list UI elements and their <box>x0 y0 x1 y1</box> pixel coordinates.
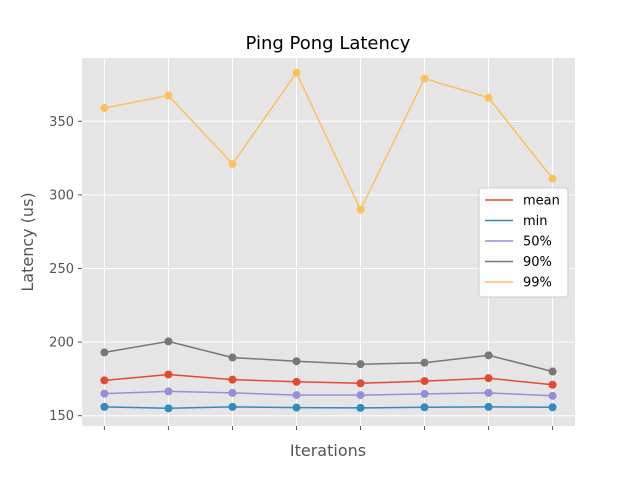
legend-label: 99% <box>523 276 552 291</box>
data-point <box>420 403 429 412</box>
data-point <box>164 404 173 413</box>
data-point <box>100 402 109 411</box>
y-tick-label: 300 <box>49 188 74 203</box>
data-point <box>100 376 109 385</box>
data-point <box>484 374 493 383</box>
legend-label: mean <box>523 194 560 209</box>
series-mean <box>100 370 557 389</box>
legend: mean min 50% 90% 99% <box>478 187 569 298</box>
data-point <box>164 370 173 379</box>
series-line <box>104 71 554 212</box>
data-point <box>292 391 301 400</box>
series-99pct <box>100 68 557 214</box>
data-point <box>228 159 237 168</box>
data-point <box>484 93 493 102</box>
data-point <box>356 205 365 214</box>
data-point <box>356 403 365 412</box>
legend-label: 90% <box>523 255 552 270</box>
series-layer <box>100 68 557 413</box>
data-point <box>356 379 365 388</box>
y-axis-label: Latency (us) <box>18 192 37 291</box>
axis-ticks: 150 200 250 300 350 <box>49 115 554 430</box>
data-point <box>548 391 557 400</box>
data-point <box>228 388 237 397</box>
data-point <box>292 68 301 77</box>
legend-label: 50% <box>523 235 552 250</box>
data-point <box>356 360 365 369</box>
series-min <box>100 402 557 413</box>
data-point <box>356 391 365 400</box>
data-point <box>164 387 173 396</box>
series-line <box>104 406 553 410</box>
x-axis-label: Iterations <box>290 441 366 460</box>
chart-title: Ping Pong Latency <box>246 33 411 54</box>
data-point <box>420 74 429 83</box>
data-point <box>164 91 173 100</box>
legend-item: mean <box>485 194 560 209</box>
data-point <box>292 377 301 386</box>
y-tick-label: 150 <box>49 409 74 424</box>
data-point <box>548 367 557 376</box>
data-point <box>548 380 557 389</box>
data-point <box>484 351 493 360</box>
legend-item: min <box>485 214 548 229</box>
data-point <box>484 402 493 411</box>
data-point <box>228 375 237 384</box>
data-point <box>100 104 109 113</box>
data-point <box>420 389 429 398</box>
data-point <box>292 403 301 412</box>
data-point <box>420 358 429 367</box>
data-point <box>100 389 109 398</box>
series-90pct <box>100 337 557 376</box>
legend-item: 90% <box>485 255 552 270</box>
data-point <box>420 377 429 386</box>
legend-box <box>478 187 569 298</box>
legend-item: 99% <box>485 276 552 291</box>
data-point <box>164 337 173 346</box>
series-50pct <box>100 387 557 400</box>
legend-label: min <box>523 214 548 229</box>
data-point <box>100 348 109 357</box>
data-point <box>228 402 237 411</box>
data-point <box>292 357 301 366</box>
series-line <box>104 390 553 397</box>
series-line <box>104 373 553 386</box>
data-point <box>228 353 237 362</box>
data-point <box>548 403 557 412</box>
y-tick-label: 250 <box>49 262 74 277</box>
legend-item: 50% <box>485 235 552 250</box>
y-tick-label: 200 <box>49 336 74 351</box>
y-tick-label: 350 <box>49 115 74 130</box>
data-point <box>548 174 557 183</box>
data-point <box>484 388 493 397</box>
series-line <box>104 340 553 373</box>
